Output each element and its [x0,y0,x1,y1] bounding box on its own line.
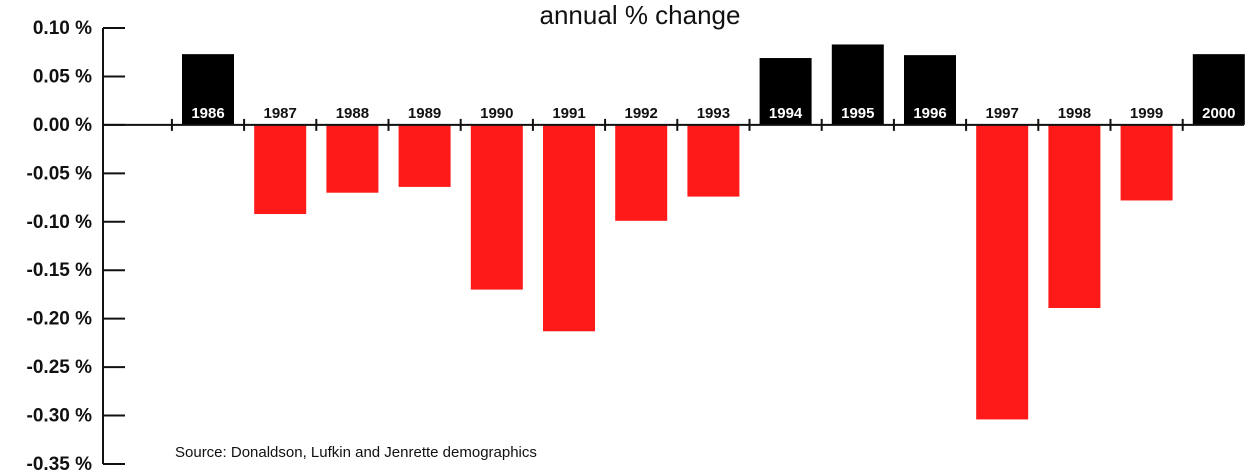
x-category-label: 1986 [191,105,224,122]
bar-1993 [687,124,740,197]
bar-1990 [470,124,523,290]
bar-1995 [831,44,884,125]
x-category-label: 1991 [552,105,585,122]
y-tick-label: -0.20 % [27,309,93,330]
y-tick-label: -0.15 % [27,260,93,281]
bar-1991 [543,124,595,332]
y-tick-label: -0.35 % [27,454,93,473]
chart-title: annual % change [540,0,741,30]
x-category-label: 1999 [1130,105,1163,122]
y-tick-label: -0.05 % [27,163,93,184]
x-category-label: 1992 [625,105,658,122]
y-tick-label: -0.10 % [27,212,93,233]
x-category-label: 1993 [697,105,730,122]
y-axis: 0.10 % 0.05 % 0.00 % -0.05 % -0.10 % -0.15 % -… [27,18,125,473]
x-category-label: 2000 [1202,105,1235,122]
x-category-label: 1989 [408,105,441,122]
x-category-label: 1994 [769,105,803,122]
y-tick-label: -0.30 % [27,406,93,427]
x-category-label: 1998 [1058,105,1091,122]
bar-1999 [1120,124,1173,201]
y-tick-label: 0.05 % [33,66,92,87]
bars [182,44,1245,420]
bar-1994 [759,58,812,125]
bar-1997 [976,124,1029,420]
x-category-label: 1987 [264,105,297,122]
bar-1988 [326,124,379,193]
y-tick-label: 0.00 % [33,115,92,136]
bar-1998 [1048,124,1101,309]
x-category-label: 1995 [841,105,874,122]
bar-1992 [615,124,668,221]
bar-1986 [182,54,234,125]
bar-2000 [1192,54,1245,125]
x-category-label: 1996 [913,105,946,122]
x-axis [103,118,1244,131]
category-labels: 1986 1987 1988 1989 1990 1991 1992 1993 1994 1995… [191,105,1235,122]
bar-1989 [398,124,451,187]
x-category-label: 1988 [336,105,369,122]
bar-1996 [904,55,956,125]
x-category-label: 1997 [986,105,1019,122]
x-category-label: 1990 [480,105,513,122]
bar-1987 [254,124,307,215]
y-tick-label: 0.10 % [33,18,92,39]
source-annotation: Source: Donaldson, Lufkin and Jenrette d… [175,444,537,461]
y-tick-label: -0.25 % [27,357,93,378]
